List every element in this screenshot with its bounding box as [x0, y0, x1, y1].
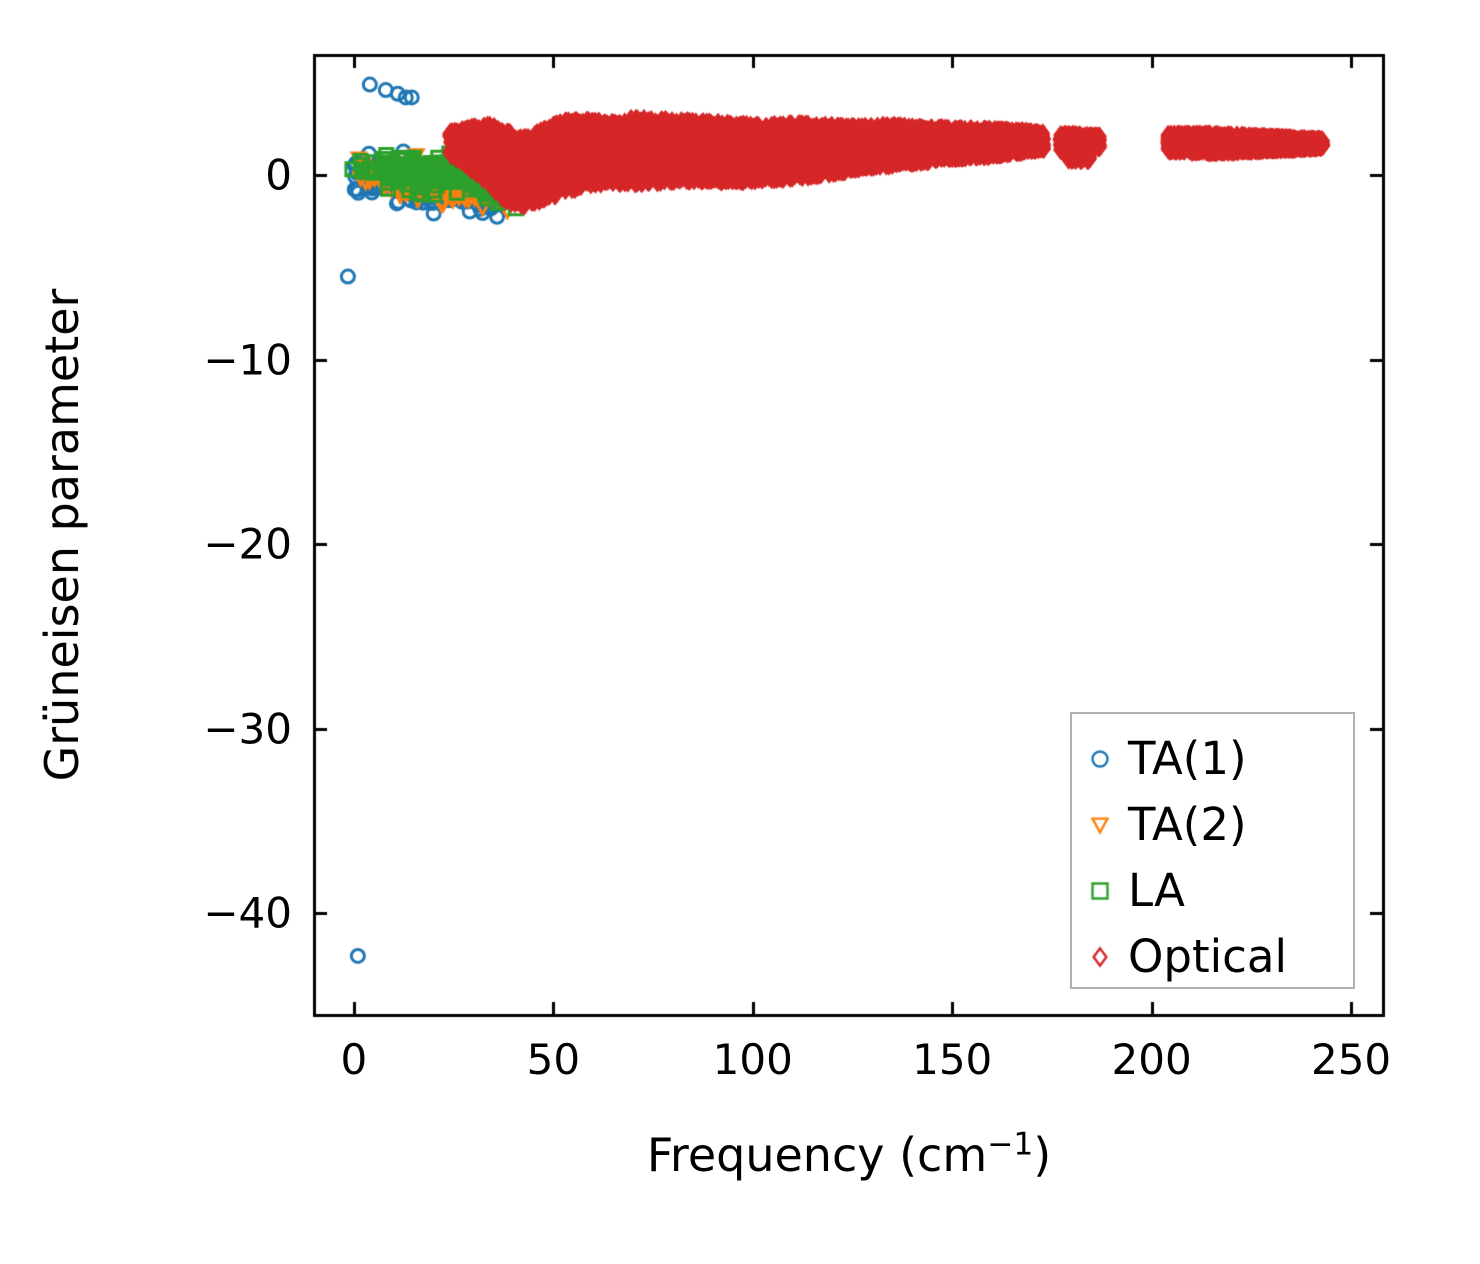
- x-tick-label: 250: [1310, 1035, 1392, 1084]
- y-tick-label: −20: [203, 519, 292, 569]
- legend: TA(1) TA(2) LA Optical: [1070, 712, 1355, 989]
- x-tick-label: 200: [1111, 1035, 1192, 1084]
- x-tick-label: 50: [526, 1035, 581, 1084]
- x-tick-label: 150: [912, 1035, 993, 1084]
- legend-marker-triangle-down-icon: [1072, 807, 1128, 842]
- legend-entry[interactable]: LA: [1072, 856, 1353, 925]
- legend-marker-square-icon: [1072, 873, 1128, 908]
- y-tick-label: −40: [203, 888, 292, 938]
- legend-label: TA(1): [1128, 732, 1247, 785]
- legend-label: LA: [1128, 864, 1185, 917]
- legend-entry[interactable]: Optical: [1072, 922, 1353, 991]
- legend-marker-circle-icon: [1072, 741, 1128, 776]
- legend-marker-diamond-icon: [1072, 939, 1128, 974]
- y-tick-label: −10: [203, 335, 292, 385]
- legend-entry[interactable]: TA(2): [1072, 790, 1353, 859]
- y-tick-label: 0: [265, 150, 292, 200]
- legend-entry[interactable]: TA(1): [1072, 724, 1353, 793]
- y-tick-label: −30: [203, 704, 292, 754]
- x-axis-title-base: Frequency (cm: [646, 1128, 988, 1182]
- legend-label: TA(2): [1128, 798, 1247, 851]
- x-tick-label: 0: [340, 1035, 368, 1084]
- x-axis-title-tail: ): [1033, 1128, 1052, 1182]
- legend-label: Optical: [1128, 930, 1287, 983]
- x-axis-title-exponent: −1: [987, 1126, 1034, 1163]
- x-axis-title: Frequency (cm−1): [647, 1128, 1051, 1182]
- y-axis-title: Grüneisen parameter: [35, 288, 89, 782]
- x-tick-label: 100: [712, 1035, 793, 1084]
